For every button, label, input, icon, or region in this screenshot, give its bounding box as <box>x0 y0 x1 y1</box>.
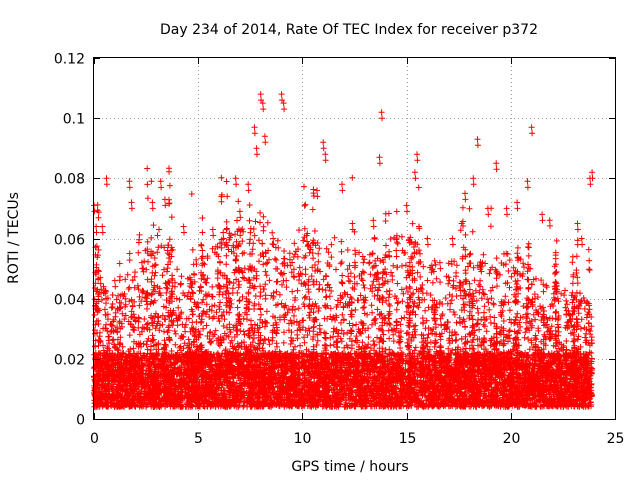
y-tick-label: 0.08 <box>54 172 85 188</box>
y-axis-label: ROTI / TECUs <box>6 192 22 284</box>
axes: 0 0.02 0.04 0.06 0.08 0.1 0.12 0 5 10 15 20 25 <box>54 52 625 448</box>
y-tick-label: 0 <box>76 413 85 429</box>
y-tick-label: 0.02 <box>54 353 85 369</box>
x-tick-label: 0 <box>90 431 99 447</box>
y-tick-label: 0.12 <box>54 52 85 68</box>
data-points <box>91 91 596 410</box>
x-tick-label: 20 <box>503 431 521 447</box>
x-axis-label: GPS time / hours <box>291 459 408 475</box>
x-tick-label: 10 <box>294 431 312 447</box>
x-tick-label: 5 <box>194 431 203 447</box>
y-tick-label: 0.1 <box>63 112 85 128</box>
y-tick-label: 0.04 <box>54 293 85 309</box>
plot-frame <box>93 57 616 420</box>
roti-markers <box>91 91 596 410</box>
chart-title: Day 234 of 2014, Rate Of TEC Index for r… <box>160 22 538 38</box>
y-tick-label: 0.06 <box>54 233 85 249</box>
x-tick-label: 25 <box>607 431 625 447</box>
x-tick-label: 15 <box>399 431 417 447</box>
